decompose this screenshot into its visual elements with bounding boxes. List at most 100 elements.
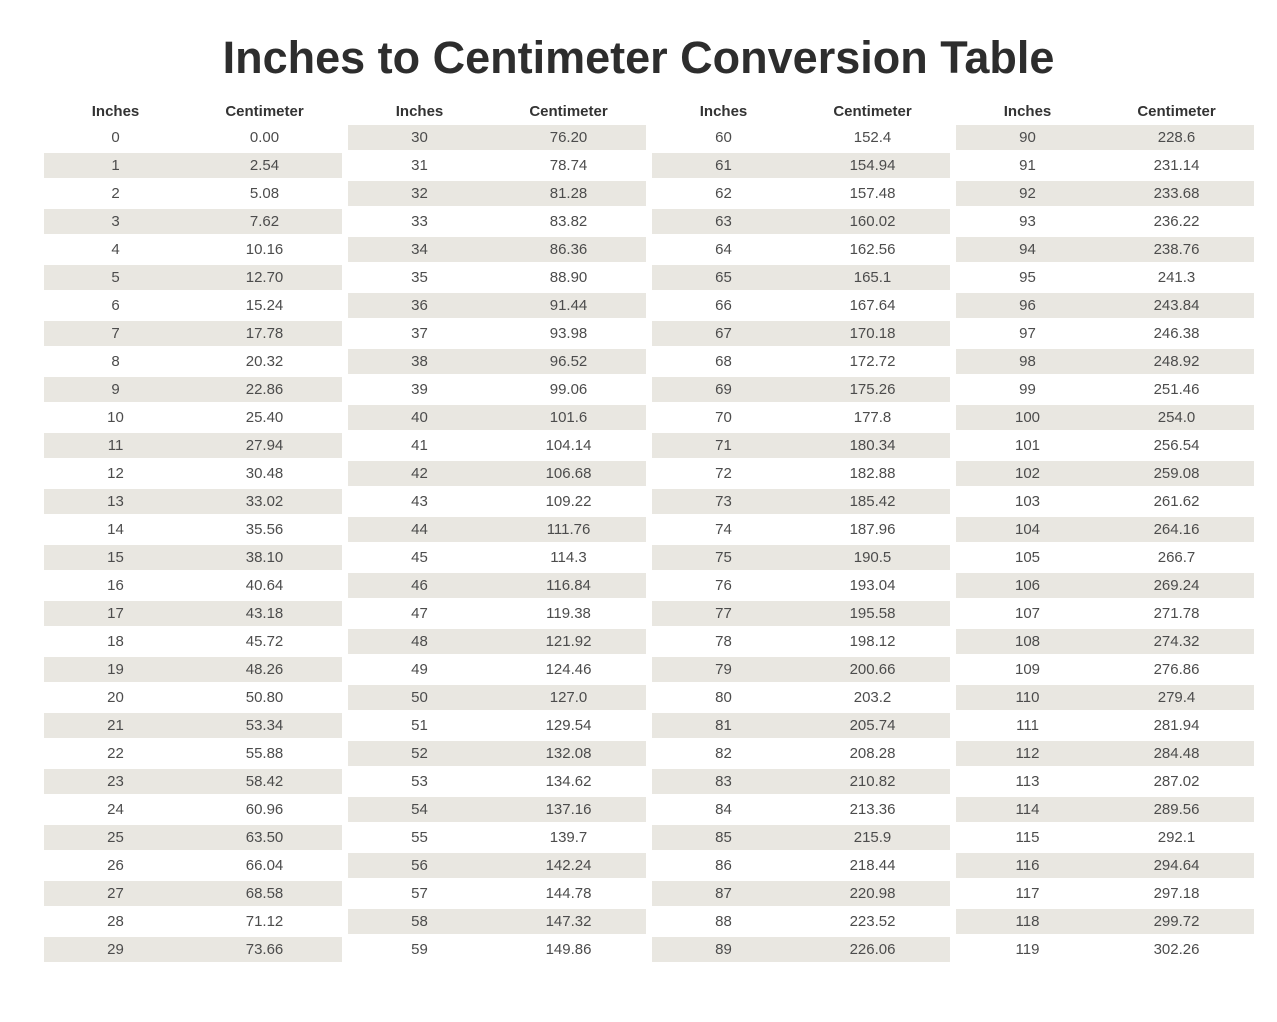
table-row: 58 147.32 [348,909,646,934]
centimeter-cell: 266.7 [1099,545,1254,570]
table-row: 32 81.28 [348,181,646,206]
centimeter-cell: 30.48 [187,461,342,486]
centimeter-cell: 73.66 [187,937,342,962]
table-row: 51 129.54 [348,713,646,738]
inches-cell: 50 [348,685,492,710]
inches-cell: 101 [956,433,1100,458]
centimeter-cell: 91.44 [491,293,646,318]
table-row: 74 187.96 [652,517,950,542]
table-row: 6 15.24 [44,293,342,318]
header-row: Inches Centimeter [348,101,646,122]
table-row: 2 5.08 [44,181,342,206]
inches-cell: 25 [44,825,188,850]
centimeter-cell: 0.00 [187,125,342,150]
centimeter-cell: 160.02 [795,209,950,234]
table-row: 50 127.0 [348,685,646,710]
inches-cell: 36 [348,293,492,318]
centimeter-cell: 7.62 [187,209,342,234]
inches-cell: 32 [348,181,492,206]
centimeter-cell: 109.22 [491,489,646,514]
conversion-table: Inches Centimeter 0 0.00 1 2.54 2 5.08 3 7.62 4 10.… [0,98,1277,965]
inches-cell: 63 [652,209,796,234]
inches-cell: 79 [652,657,796,682]
inches-cell: 0 [44,125,188,150]
table-row: 45 114.3 [348,545,646,570]
table-row: 114 289.56 [956,797,1254,822]
table-row: 13 33.02 [44,489,342,514]
centimeter-cell: 132.08 [491,741,646,766]
table-row: 79 200.66 [652,657,950,682]
inches-cell: 103 [956,489,1100,514]
inches-cell: 40 [348,405,492,430]
table-row: 22 55.88 [44,741,342,766]
centimeter-cell: 83.82 [491,209,646,234]
inches-cell: 99 [956,377,1100,402]
table-row: 113 287.02 [956,769,1254,794]
table-row: 18 45.72 [44,629,342,654]
table-row: 99 251.46 [956,377,1254,402]
centimeter-cell: 40.64 [187,573,342,598]
inches-cell: 102 [956,461,1100,486]
centimeter-cell: 254.0 [1099,405,1254,430]
centimeter-cell: 53.34 [187,713,342,738]
table-row: 39 99.06 [348,377,646,402]
table-row: 43 109.22 [348,489,646,514]
centimeter-cell: 177.8 [795,405,950,430]
centimeter-cell: 218.44 [795,853,950,878]
centimeter-cell: 162.56 [795,237,950,262]
centimeter-cell: 297.18 [1099,881,1254,906]
inches-cell: 119 [956,937,1100,962]
centimeter-cell: 215.9 [795,825,950,850]
inches-cell: 98 [956,349,1100,374]
table-row: 26 66.04 [44,853,342,878]
inches-cell: 21 [44,713,188,738]
centimeter-cell: 243.84 [1099,293,1254,318]
centimeter-cell: 38.10 [187,545,342,570]
table-row: 53 134.62 [348,769,646,794]
inches-cell: 43 [348,489,492,514]
centimeter-cell: 180.34 [795,433,950,458]
centimeter-cell: 294.64 [1099,853,1254,878]
inches-cell: 34 [348,237,492,262]
table-row: 101 256.54 [956,433,1254,458]
centimeter-cell: 55.88 [187,741,342,766]
table-row: 72 182.88 [652,461,950,486]
table-row: 41 104.14 [348,433,646,458]
centimeter-cell: 93.98 [491,321,646,346]
table-row: 91 231.14 [956,153,1254,178]
table-row: 29 73.66 [44,937,342,962]
inches-cell: 68 [652,349,796,374]
centimeter-cell: 251.46 [1099,377,1254,402]
inches-cell: 29 [44,937,188,962]
centimeter-cell: 129.54 [491,713,646,738]
column-header-centimeter: Centimeter [1137,103,1216,120]
inches-cell: 12 [44,461,188,486]
table-row: 103 261.62 [956,489,1254,514]
table-row: 15 38.10 [44,545,342,570]
inches-cell: 35 [348,265,492,290]
inches-cell: 84 [652,797,796,822]
inches-cell: 22 [44,741,188,766]
centimeter-cell: 147.32 [491,909,646,934]
inches-cell: 23 [44,769,188,794]
inches-cell: 56 [348,853,492,878]
table-row: 88 223.52 [652,909,950,934]
table-row: 112 284.48 [956,741,1254,766]
inches-cell: 11 [44,433,188,458]
table-row: 62 157.48 [652,181,950,206]
table-row: 61 154.94 [652,153,950,178]
table-row: 33 83.82 [348,209,646,234]
inches-cell: 113 [956,769,1100,794]
centimeter-cell: 213.36 [795,797,950,822]
header-row: Inches Centimeter [44,101,342,122]
table-row: 52 132.08 [348,741,646,766]
table-row: 107 271.78 [956,601,1254,626]
centimeter-cell: 111.76 [491,517,646,542]
table-row: 5 12.70 [44,265,342,290]
table-row: 81 205.74 [652,713,950,738]
inches-cell: 109 [956,657,1100,682]
inches-cell: 7 [44,321,188,346]
inches-cell: 46 [348,573,492,598]
table-row: 63 160.02 [652,209,950,234]
table-row: 80 203.2 [652,685,950,710]
